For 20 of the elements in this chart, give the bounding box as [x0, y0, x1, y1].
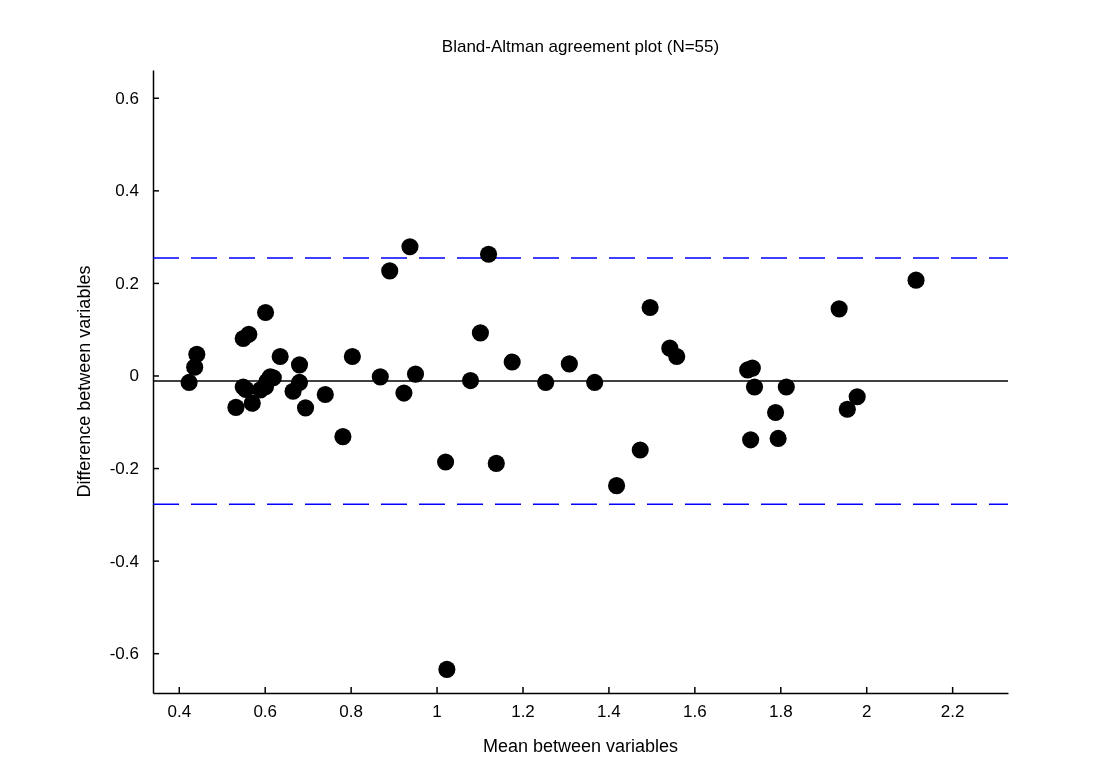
x-tick-label: 1	[432, 702, 442, 722]
x-tick-label: 1.8	[768, 702, 793, 722]
x-axis-title: Mean between variables	[482, 736, 679, 756]
y-tick-label: 0.6	[115, 88, 139, 108]
chart-title: Bland-Altman agreement plot (N=55)	[441, 37, 720, 56]
y-axis-title: Difference between variables	[74, 265, 94, 498]
y-tick-label: 0	[129, 366, 139, 386]
x-tick-label: 1.4	[597, 702, 621, 722]
y-tick-label: 0.2	[115, 273, 139, 293]
y-tick-label: -0.6	[109, 644, 139, 664]
y-tick-label: -0.4	[109, 551, 139, 571]
x-tick-label: 0.8	[339, 702, 363, 722]
x-tick-label: 0.6	[253, 702, 278, 722]
y-tick-label: -0.2	[109, 458, 139, 478]
x-tick-label: 0.4	[167, 702, 192, 722]
x-tick-label: 2	[861, 702, 872, 722]
x-tick-label: 1.6	[683, 702, 707, 722]
x-tick-label: 1.2	[511, 702, 535, 722]
x-tick-label: 2.2	[940, 702, 965, 722]
y-tick-label: 0.4	[115, 181, 139, 201]
